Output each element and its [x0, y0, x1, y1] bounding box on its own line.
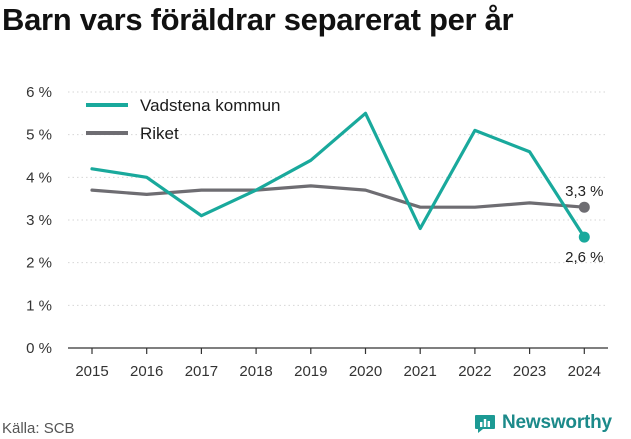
x-tick-label: 2021 — [404, 363, 437, 380]
grid-lines — [68, 91, 608, 306]
legend: Vadstena kommun Riket — [86, 96, 280, 143]
x-tick-label: 2023 — [513, 363, 546, 380]
end-point-marker — [578, 201, 590, 213]
x-tick-label: 2020 — [349, 363, 382, 380]
x-tick-label: 2015 — [75, 363, 108, 380]
y-tick-label: 2 % — [26, 255, 52, 272]
x-tick-label: 2016 — [130, 363, 163, 380]
y-tick-label: 4 % — [26, 169, 52, 186]
x-tick-label: 2019 — [294, 363, 327, 380]
end-point-marker — [578, 231, 590, 243]
source-note: Källa: SCB — [2, 420, 75, 437]
y-tick-label: 6 % — [26, 84, 52, 101]
newsworthy-logo-icon — [475, 415, 495, 433]
series-line — [90, 111, 586, 239]
x-axis: 2015 2016 2017 2018 2019 2020 2021 2022 2023 2024 — [68, 347, 608, 380]
x-tick-label: 2018 — [239, 363, 272, 380]
x-tick-label: 2022 — [458, 363, 491, 380]
chart-title: Barn vars föräldrar separerat per år — [2, 2, 514, 37]
legend-label: Riket — [140, 124, 179, 143]
x-tick-label: 2024 — [568, 363, 601, 380]
brand-name: Newsworthy — [502, 412, 612, 433]
legend-label: Vadstena kommun — [140, 96, 280, 115]
y-tick-label: 1 % — [26, 297, 52, 314]
y-tick-label: 3 % — [26, 212, 52, 229]
end-value-label: 2,6 % — [565, 249, 603, 266]
end-value-label: 3,3 % — [565, 183, 603, 200]
series-line — [90, 184, 586, 209]
x-tick-label: 2017 — [185, 363, 218, 380]
y-axis-ticks: 0 % 1 % 2 % 3 % 4 % 5 % 6 % — [26, 84, 52, 357]
brand-logo: Newsworthy — [474, 410, 612, 436]
y-tick-label: 5 % — [26, 127, 52, 144]
y-tick-label: 0 % — [26, 340, 52, 357]
series-lines: 2,6 % 3,3 % — [90, 111, 603, 266]
